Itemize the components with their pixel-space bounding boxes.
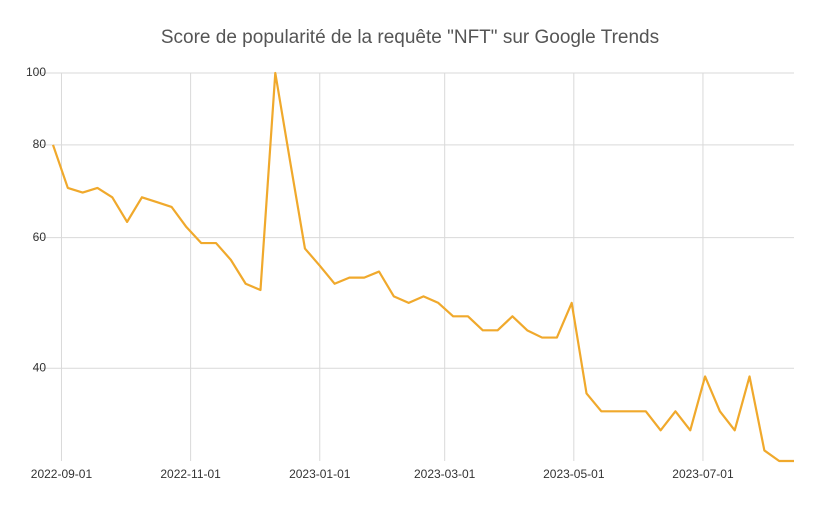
chart-title: Score de popularité de la requête "NFT" …	[161, 27, 659, 48]
x-tick-label: 2023-03-01	[414, 467, 476, 481]
x-tick-label: 2023-05-01	[543, 467, 605, 481]
x-tick-label: 2022-09-01	[31, 467, 93, 481]
data-line	[51, 71, 794, 463]
y-tick-label: 80	[33, 137, 47, 151]
y-tick-label: 40	[33, 360, 47, 374]
x-tick-label: 2023-07-01	[672, 467, 734, 481]
y-tick-label: 100	[26, 65, 46, 79]
y-tick-label: 60	[33, 230, 47, 244]
x-tick-label: 2023-01-01	[289, 467, 351, 481]
x-tick-label: 2022-11-01	[160, 467, 221, 481]
